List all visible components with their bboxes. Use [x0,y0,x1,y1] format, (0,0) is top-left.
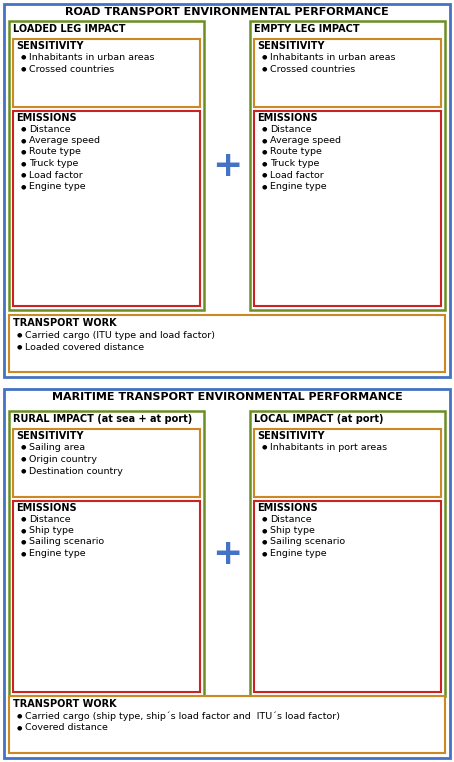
Text: ●: ● [21,184,26,189]
Text: SENSITIVITY: SENSITIVITY [16,41,84,51]
Bar [13,429,200,497]
Text: RURAL IMPACT (at sea + at port): RURAL IMPACT (at sea + at port) [13,414,192,424]
Text: ●: ● [17,725,23,731]
Text: Engine type: Engine type [270,549,326,558]
Text: Route type: Route type [270,148,322,156]
Text: +: + [212,149,242,183]
Text: ●: ● [21,456,26,462]
Text: Distance: Distance [270,124,311,133]
Text: Sailing scenario: Sailing scenario [270,537,345,546]
Bar [250,21,445,310]
Text: ●: ● [17,344,23,350]
Text: Sailing area: Sailing area [29,443,85,452]
Bar [13,111,200,306]
Text: Average speed: Average speed [29,136,100,145]
Text: Inhabitants in urban areas: Inhabitants in urban areas [29,53,154,62]
Text: TRANSPORT WORK: TRANSPORT WORK [13,699,117,709]
Text: Truck type: Truck type [270,159,319,168]
Text: ●: ● [21,66,26,72]
Text: ●: ● [262,161,267,166]
Bar [13,501,200,692]
Text: ●: ● [21,149,26,155]
Bar [4,389,450,758]
Text: Distance: Distance [29,514,71,523]
Bar [4,4,450,377]
Text: ●: ● [21,138,26,143]
Text: ●: ● [262,66,267,72]
Text: ●: ● [21,469,26,473]
Text: Ship type: Ship type [270,526,315,535]
Text: EMISSIONS: EMISSIONS [257,503,318,513]
Text: Truck type: Truck type [29,159,79,168]
Text: LOCAL IMPACT (at port): LOCAL IMPACT (at port) [254,414,384,424]
Text: Load factor: Load factor [29,171,83,180]
Text: +: + [212,536,242,571]
Text: Carried cargo (ITU type and load factor): Carried cargo (ITU type and load factor) [25,331,215,340]
Bar [13,39,200,107]
Text: Route type: Route type [29,148,81,156]
Text: LOADED LEG IMPACT: LOADED LEG IMPACT [13,24,125,34]
Text: ●: ● [21,539,26,545]
Text: ●: ● [21,126,26,132]
Text: EMISSIONS: EMISSIONS [257,113,318,123]
Text: Destination country: Destination country [29,466,123,475]
Text: Engine type: Engine type [29,182,86,191]
Text: ●: ● [262,149,267,155]
Text: ●: ● [17,713,23,719]
Text: SENSITIVITY: SENSITIVITY [16,431,84,441]
Text: EMISSIONS: EMISSIONS [16,113,77,123]
Text: Inhabitants in urban areas: Inhabitants in urban areas [270,53,395,62]
Text: ●: ● [21,161,26,166]
Text: ●: ● [262,55,267,59]
Text: ●: ● [262,517,267,521]
Text: ●: ● [21,172,26,178]
Text: ●: ● [21,517,26,521]
Bar [254,39,441,107]
Bar [9,411,204,696]
Text: Distance: Distance [29,124,71,133]
Text: SENSITIVITY: SENSITIVITY [257,431,325,441]
Text: EMPTY LEG IMPACT: EMPTY LEG IMPACT [254,24,360,34]
Text: Crossed countries: Crossed countries [270,65,355,73]
Text: ●: ● [262,539,267,545]
Text: Engine type: Engine type [29,549,86,558]
Text: Covered distance: Covered distance [25,723,108,732]
Bar [254,429,441,497]
Text: ●: ● [21,528,26,533]
Text: SENSITIVITY: SENSITIVITY [257,41,325,51]
Text: ●: ● [262,138,267,143]
Text: Inhabitants in port areas: Inhabitants in port areas [270,443,387,452]
Text: Ship type: Ship type [29,526,74,535]
Text: Engine type: Engine type [270,182,326,191]
Text: Average speed: Average speed [270,136,341,145]
Text: Loaded covered distance: Loaded covered distance [25,342,144,351]
Text: ●: ● [21,444,26,450]
Text: Load factor: Load factor [270,171,324,180]
Text: ●: ● [17,332,23,338]
Text: ●: ● [262,551,267,556]
Text: EMISSIONS: EMISSIONS [16,503,77,513]
Text: ●: ● [262,172,267,178]
Bar [9,21,204,310]
Bar [9,696,445,753]
Text: ●: ● [262,444,267,450]
Text: Sailing scenario: Sailing scenario [29,537,104,546]
Text: ●: ● [262,184,267,189]
Text: ●: ● [262,528,267,533]
Text: TRANSPORT WORK: TRANSPORT WORK [13,318,117,328]
Bar [9,315,445,372]
Text: ●: ● [21,551,26,556]
Text: Distance: Distance [270,514,311,523]
Text: Carried cargo (ship type, ship´s load factor and  ITU´s load factor): Carried cargo (ship type, ship´s load fa… [25,711,340,721]
Text: Origin country: Origin country [29,454,97,463]
Text: ●: ● [21,55,26,59]
Text: ●: ● [262,126,267,132]
Text: Crossed countries: Crossed countries [29,65,114,73]
Text: MARITIME TRANSPORT ENVIRONMENTAL PERFORMANCE: MARITIME TRANSPORT ENVIRONMENTAL PERFORM… [52,392,402,402]
Bar [254,501,441,692]
Bar [250,411,445,696]
Text: ROAD TRANSPORT ENVIRONMENTAL PERFORMANCE: ROAD TRANSPORT ENVIRONMENTAL PERFORMANCE [65,7,389,17]
Bar [254,111,441,306]
